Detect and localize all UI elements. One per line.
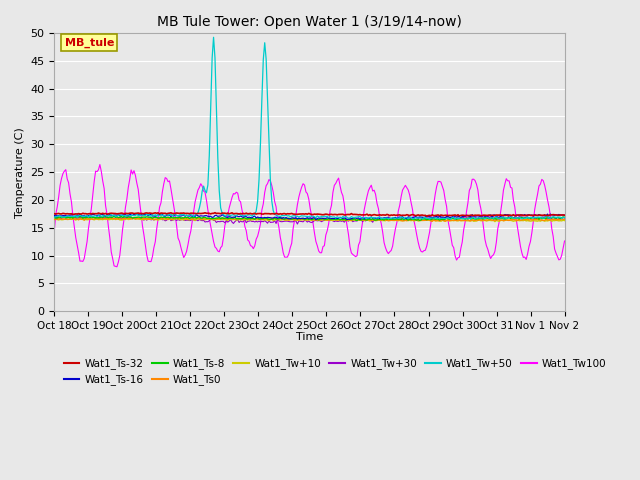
- Y-axis label: Temperature (C): Temperature (C): [15, 127, 25, 217]
- Text: MB_tule: MB_tule: [65, 37, 114, 48]
- X-axis label: Time: Time: [296, 333, 323, 342]
- Title: MB Tule Tower: Open Water 1 (3/19/14-now): MB Tule Tower: Open Water 1 (3/19/14-now…: [157, 15, 462, 29]
- Legend: Wat1_Ts-32, Wat1_Ts-16, Wat1_Ts-8, Wat1_Ts0, Wat1_Tw+10, Wat1_Tw+30, Wat1_Tw+50,: Wat1_Ts-32, Wat1_Ts-16, Wat1_Ts-8, Wat1_…: [60, 354, 611, 390]
